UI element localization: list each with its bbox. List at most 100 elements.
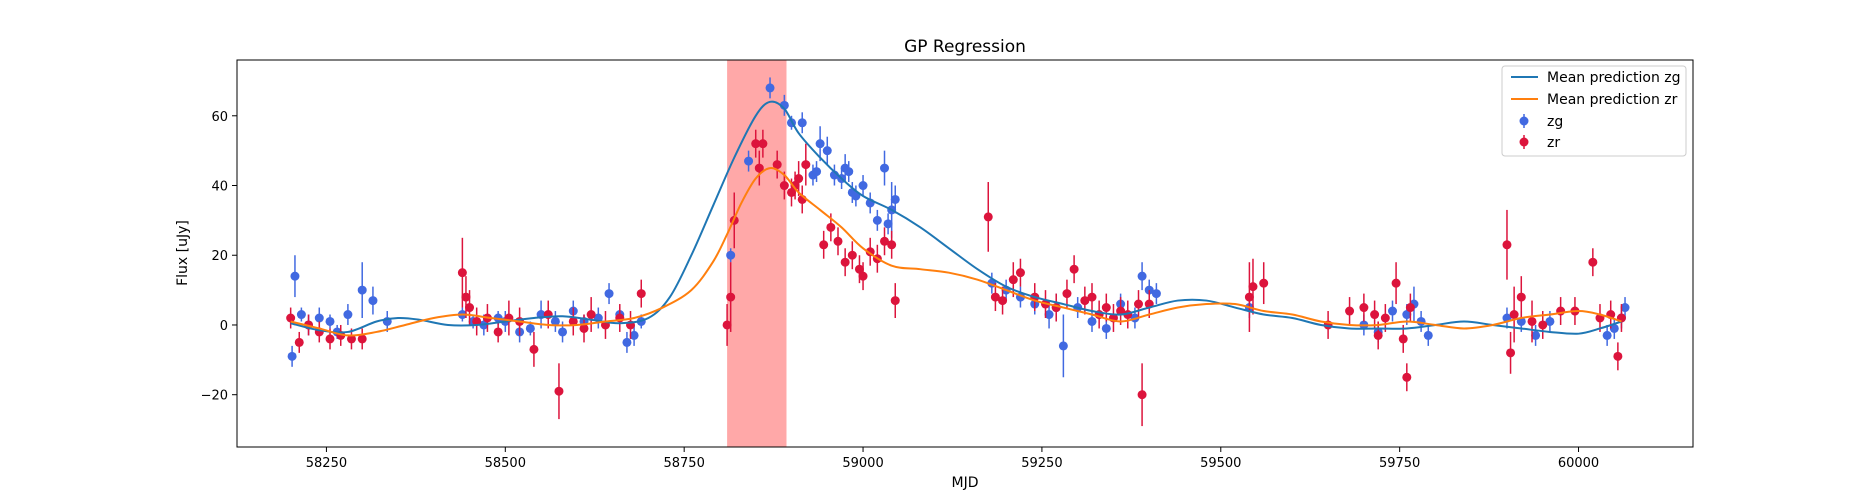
zr-point	[772, 160, 782, 170]
zg-point	[815, 139, 825, 149]
zr-point	[1137, 390, 1147, 400]
zr-point	[758, 139, 768, 149]
zr-point	[726, 292, 736, 302]
zg-point	[1151, 289, 1161, 299]
zg-point	[844, 167, 854, 177]
zg-point	[1609, 323, 1619, 333]
x-axis-label: MJD	[952, 475, 979, 491]
zr-point	[1380, 313, 1390, 323]
zg-point	[622, 337, 632, 347]
zr-point	[529, 344, 539, 354]
zg-point	[314, 313, 324, 323]
zr-point	[1516, 292, 1526, 302]
zr-point	[1015, 268, 1025, 278]
zr-point	[636, 289, 646, 299]
zg-point	[744, 156, 754, 166]
zg-point	[1602, 330, 1612, 340]
axes-frame	[236, 59, 1694, 448]
zr-point	[722, 320, 732, 330]
zr-point	[794, 174, 804, 184]
x-tick-label: 59500	[1200, 456, 1241, 471]
zg-point	[890, 194, 900, 204]
zg-point	[604, 289, 614, 299]
zg-point	[1423, 330, 1433, 340]
zr-point	[586, 310, 596, 320]
zr-point	[998, 296, 1008, 306]
zr-point	[1134, 299, 1144, 309]
zg-point	[368, 296, 378, 306]
zg-point	[287, 351, 297, 361]
zr-point	[457, 268, 467, 278]
x-tick-label: 59750	[1379, 456, 1420, 471]
series-zr	[286, 129, 1626, 427]
mean-line-zg	[290, 100, 1622, 335]
zr-point	[1588, 257, 1598, 267]
legend-zg-label: zg	[1547, 114, 1563, 130]
legend-zr-marker	[1519, 137, 1529, 147]
zr-point	[1359, 303, 1369, 313]
zr-point	[983, 212, 993, 222]
legend-box	[1501, 65, 1687, 157]
zg-point	[765, 83, 775, 93]
zr-point	[325, 334, 335, 344]
zg-point	[883, 219, 893, 229]
zr-point	[1502, 240, 1512, 250]
zr-point	[880, 236, 890, 246]
zr-point	[1116, 306, 1126, 316]
zg-point	[872, 215, 882, 225]
zr-point	[472, 316, 482, 326]
zr-point	[1405, 303, 1415, 313]
zg-point	[550, 316, 560, 326]
zr-point	[286, 313, 296, 323]
zg-point	[1137, 271, 1147, 281]
legend-zr-label: zr	[1547, 135, 1560, 151]
y-tick-label: 60	[211, 110, 228, 125]
zg-point	[1101, 323, 1111, 333]
zr-point	[1370, 310, 1380, 320]
zr-point	[493, 327, 503, 337]
x-tick-label: 59250	[1021, 456, 1062, 471]
zr-point	[801, 160, 811, 170]
zr-point	[1244, 292, 1254, 302]
zr-point	[461, 292, 471, 302]
x-tick-label: 58250	[306, 456, 347, 471]
zg-point	[1545, 316, 1555, 326]
zr-point	[346, 334, 356, 344]
zr-point	[790, 181, 800, 191]
zr-point	[568, 316, 578, 326]
zr-point	[1398, 334, 1408, 344]
zr-point	[357, 334, 367, 344]
zr-point	[1080, 296, 1090, 306]
zr-point	[840, 257, 850, 267]
zr-point	[751, 139, 761, 149]
zr-point	[1506, 348, 1516, 358]
zr-point	[1259, 278, 1269, 288]
x-tick-label: 58500	[485, 456, 526, 471]
zg-point	[822, 146, 832, 156]
zg-point	[1531, 330, 1541, 340]
zg-point	[343, 310, 353, 320]
zg-point	[357, 285, 367, 295]
zr-point	[847, 250, 857, 260]
zr-point	[1087, 292, 1097, 302]
x-ticks: 58250 58500 58750 59000 59250 59500 59750 60000	[306, 447, 1599, 471]
chart-title: GP Regression	[904, 37, 1026, 57]
plot-layer	[286, 60, 1630, 447]
zr-point	[1101, 303, 1111, 313]
zr-point	[1538, 320, 1548, 330]
zg-point	[726, 250, 736, 260]
zr-point	[786, 187, 796, 197]
zr-point	[1391, 278, 1401, 288]
zr-point	[990, 292, 1000, 302]
zr-point	[294, 337, 304, 347]
zg-point	[325, 316, 335, 326]
zr-point	[833, 236, 843, 246]
zr-point	[754, 163, 764, 173]
zg-point	[558, 327, 568, 337]
x-tick-label: 58750	[663, 456, 704, 471]
zr-point	[1527, 316, 1537, 326]
zg-point	[858, 181, 868, 191]
y-tick-label: −20	[201, 389, 228, 404]
zr-point	[1345, 306, 1355, 316]
